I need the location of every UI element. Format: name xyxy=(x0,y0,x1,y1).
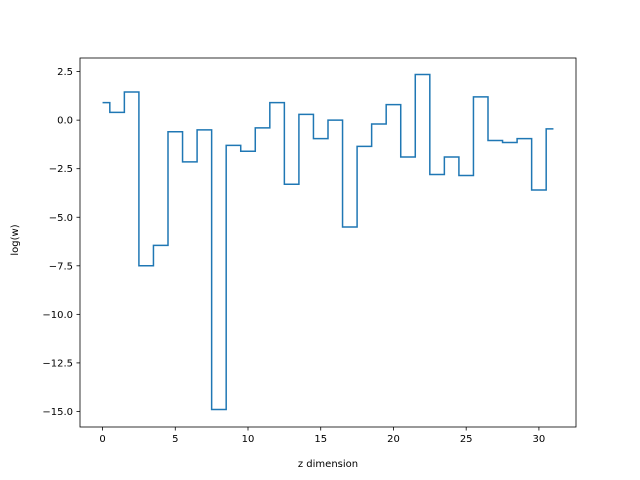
axes-frame xyxy=(79,57,577,428)
y-tick-label: −7.5 xyxy=(49,261,73,272)
x-tick-label: 5 xyxy=(172,434,178,445)
y-tick-label: −15.0 xyxy=(42,407,73,418)
y-tick-label: 2.5 xyxy=(57,67,73,78)
x-tick-label: 20 xyxy=(387,434,400,445)
x-tick-label: 10 xyxy=(242,434,255,445)
plot-area: 0 5 10 15 20 25 30 2.5 0.0 −2.5 −5.0 −7.5 −10.0 −12.5… xyxy=(42,57,577,445)
y-axis-label: log(w) xyxy=(10,224,21,255)
series-line xyxy=(102,73,554,411)
y-tick-label: −5.0 xyxy=(49,213,73,224)
y-tick-label: 0.0 xyxy=(57,116,73,127)
x-axis-label: z dimension xyxy=(298,459,358,470)
x-tick-label: 25 xyxy=(460,434,473,445)
y-tick-label: −10.0 xyxy=(42,310,73,321)
x-tick-label: 0 xyxy=(99,434,105,445)
y-tick-label: −12.5 xyxy=(42,358,73,369)
y-tick-label: −2.5 xyxy=(49,164,73,175)
x-tick-label: 30 xyxy=(533,434,546,445)
x-tick-label: 15 xyxy=(314,434,327,445)
